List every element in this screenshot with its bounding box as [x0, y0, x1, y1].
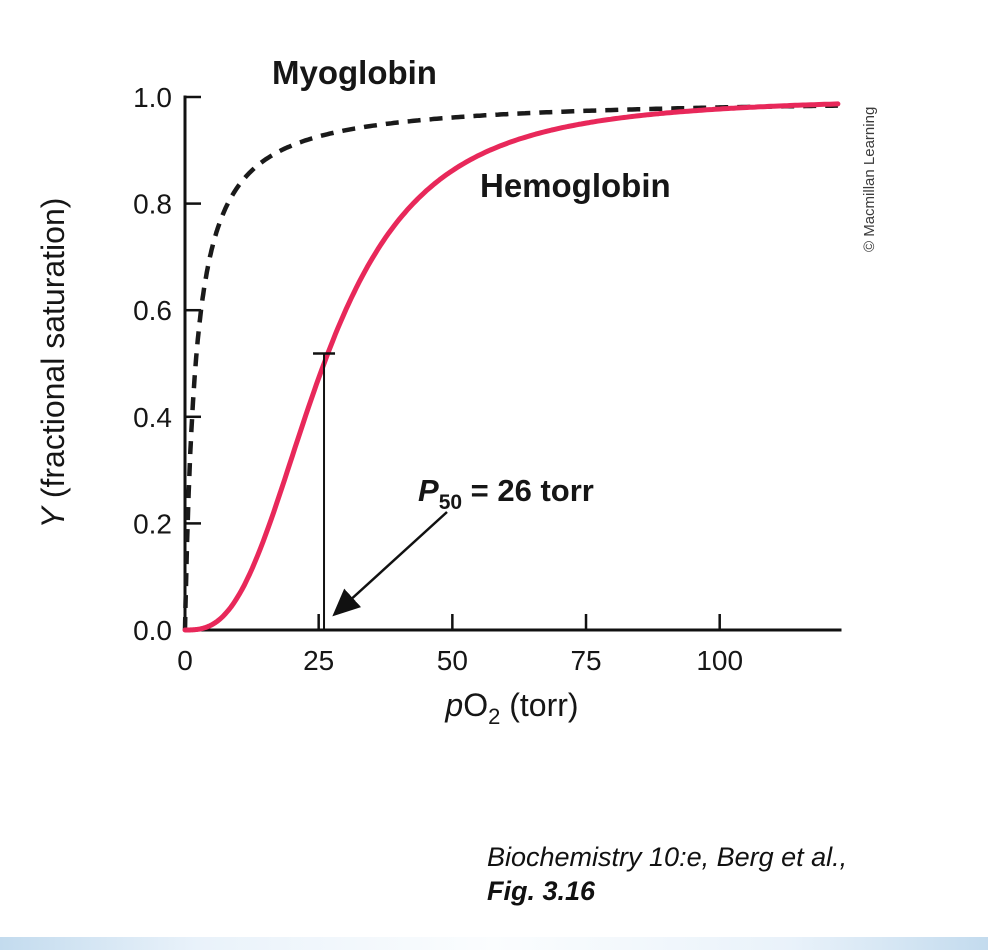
hemoglobin-curve [182, 101, 841, 633]
p50-annotation-p: P [418, 473, 439, 508]
x-tick-label: 75 [570, 645, 601, 676]
x-tick-label: 100 [696, 645, 743, 676]
caption-source-line: Biochemistry 10:e, Berg et al., [487, 842, 848, 872]
x-axis-title-p: p [444, 687, 463, 723]
x-axis-ticks: 0 25 50 75 100 [177, 614, 743, 676]
y-axis-title-rest: (fractional saturation) [35, 198, 71, 507]
y-tick-label: 0.0 [133, 615, 172, 646]
x-tick-label: 0 [177, 645, 193, 676]
y-tick-label: 0.8 [133, 189, 172, 220]
y-tick-label: 0.2 [133, 508, 172, 539]
myoglobin-label: Myoglobin [272, 54, 437, 91]
y-tick-label: 0.6 [133, 295, 172, 326]
y-tick-label: 1.0 [133, 82, 172, 113]
y-axis-title-y: Y [35, 504, 71, 528]
x-axis-title-rest: (torr) [500, 687, 578, 723]
y-axis-title: Y (fractional saturation) [35, 198, 71, 529]
myoglobin-curve [182, 103, 838, 631]
curves-group [182, 101, 841, 633]
p50-annotation: P50 = 26 torr [418, 473, 594, 514]
p50-marker [313, 352, 336, 630]
hemoglobin-label: Hemoglobin [480, 167, 671, 204]
x-axis-title: pO2 (torr) [444, 687, 578, 729]
x-axis-title-sub: 2 [488, 704, 500, 729]
p50-arrow [332, 511, 448, 617]
caption-figure-number: Fig. 3.16 [487, 876, 596, 906]
p50-annotation-sub: 50 [439, 491, 462, 514]
x-axis-title-o: O [463, 687, 488, 723]
p50-annotation-rest: = 26 torr [462, 473, 594, 508]
slide-bottom-strip [0, 937, 988, 950]
macmillan-credit: © Macmillan Learning [861, 107, 878, 252]
x-tick-label: 25 [303, 645, 334, 676]
x-tick-label: 50 [437, 645, 468, 676]
oxygen-binding-chart: 0.00.20.40.60.81.0 0 25 50 75 100 Myoglobin … [35, 54, 878, 729]
figure-caption: Biochemistry 10:e, Berg et al., Fig. 3.1… [487, 840, 847, 908]
y-axis-ticks: 0.0 0.2 0.4 0.6 0.8 1.0 [133, 82, 201, 646]
y-tick-label: 0.4 [133, 402, 172, 433]
